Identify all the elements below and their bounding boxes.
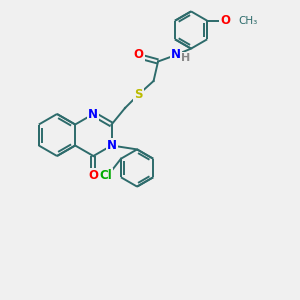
Text: S: S [134,88,143,101]
Text: CH₃: CH₃ [239,16,258,26]
Text: Cl: Cl [100,169,112,182]
Text: O: O [88,169,98,182]
Text: N: N [106,139,117,152]
Text: O: O [220,14,230,27]
Text: N: N [171,48,181,61]
Text: H: H [181,53,190,63]
Text: N: N [88,107,98,121]
Text: O: O [134,48,144,62]
